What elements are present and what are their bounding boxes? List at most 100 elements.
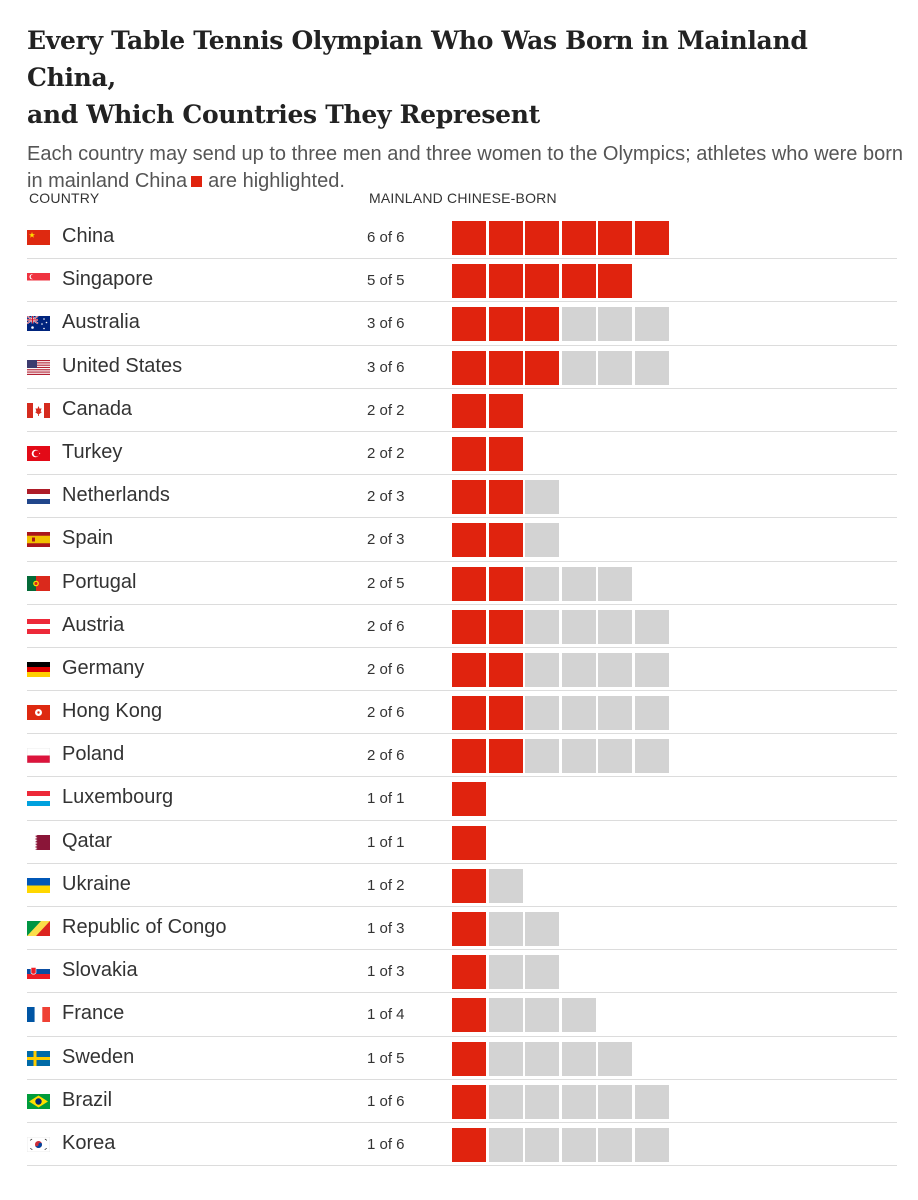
country-row-hong-kong: Hong Kong 2 of 6 (27, 691, 897, 735)
other-athlete-box (561, 696, 596, 731)
count-label: 1 of 3 (367, 963, 405, 981)
mainland-born-athlete-box (452, 393, 486, 428)
other-athlete-box (525, 523, 560, 558)
country-name: China (62, 225, 115, 247)
mainland-born-athlete-box (488, 480, 523, 515)
mainland-born-athlete-box (488, 350, 523, 385)
mainland-born-athlete-box (525, 350, 560, 385)
other-athlete-box (525, 1084, 560, 1119)
chart-title: Every Table Tennis Olympian Who Was Born… (27, 22, 897, 133)
other-athlete-box (635, 350, 669, 385)
chart-subtitle: Each country may send up to three men an… (27, 141, 907, 195)
france-flag-icon (27, 1007, 50, 1023)
slovakia-flag-icon (27, 964, 50, 980)
chart-rows: China 6 of 6 Singapore 5 of 5 Australia 3 of … (26, 216, 897, 1167)
mainland-born-athlete-box (488, 307, 523, 342)
country-row-france: France 1 of 4 (27, 993, 897, 1037)
mainland-born-athlete-box (452, 955, 486, 990)
country-name: Hong Kong (62, 700, 163, 723)
country-name: Luxembourg (62, 786, 174, 809)
mainland-born-athlete-box (452, 825, 486, 860)
brazil-flag-icon (27, 1093, 50, 1109)
mainland-born-athlete-box (561, 221, 596, 255)
mainland-born-athlete-box (525, 264, 560, 299)
column-headers: COUNTRY MAINLAND CHINESE-BORN (27, 190, 897, 208)
other-athlete-box (598, 609, 633, 644)
count-label: 2 of 5 (367, 574, 405, 592)
ukraine-flag-icon (27, 877, 50, 893)
country-row-slovakia: Slovakia 1 of 3 (27, 950, 897, 994)
country-column-header: COUNTRY (29, 190, 100, 206)
mainland-born-athlete-box (635, 221, 669, 255)
country-row-poland: Poland 2 of 6 (26, 734, 897, 778)
country-row-netherlands: Netherlands 2 of 3 (27, 475, 897, 519)
mainland-born-athlete-box (452, 782, 486, 817)
highlight-swatch (191, 176, 203, 187)
country-name: Republic of Congo (62, 916, 227, 938)
count-label: 1 of 2 (367, 876, 405, 894)
country-name: Sweden (62, 1045, 135, 1068)
qatar-flag-icon (27, 834, 50, 850)
chart-header: Every Table Tennis Olympian Who Was Born… (27, 22, 903, 195)
title-line-2: and Which Countries They Represent (27, 100, 540, 129)
other-athlete-box (561, 739, 596, 774)
other-athlete-box (635, 739, 669, 774)
count-label: 1 of 1 (367, 790, 405, 808)
country-name: Australia (62, 311, 140, 334)
mainland-born-athlete-box (488, 652, 523, 687)
country-row-korea: Korea 1 of 6 (26, 1123, 897, 1167)
country-name: Slovakia (62, 959, 138, 982)
other-athlete-box (561, 350, 596, 385)
count-label: 2 of 6 (367, 747, 405, 765)
singapore-flag-icon (27, 273, 50, 289)
other-athlete-box (525, 998, 560, 1033)
count-label: 3 of 6 (367, 358, 405, 376)
count-label: 3 of 6 (367, 315, 405, 333)
other-athlete-box (525, 480, 560, 515)
country-row-austria: Austria 2 of 6 (27, 605, 897, 648)
mainland-born-athlete-box (488, 436, 523, 471)
mainland-born-athlete-box (452, 436, 486, 471)
other-athlete-box (635, 1084, 669, 1119)
mainland-born-athlete-box (488, 739, 523, 774)
other-athlete-box (561, 998, 596, 1033)
count-label: 2 of 6 (367, 660, 405, 678)
count-label: 2 of 3 (367, 488, 405, 506)
luxembourg-flag-icon (27, 791, 50, 807)
mainland-born-athlete-box (452, 307, 486, 342)
country-row-singapore: Singapore 5 of 5 (27, 259, 897, 303)
australia-flag-icon (26, 315, 50, 332)
germany-flag-icon (27, 661, 50, 677)
other-athlete-box (488, 1084, 523, 1119)
other-athlete-box (598, 350, 633, 385)
mainland-born-athlete-box (452, 221, 486, 255)
country-name: Germany (62, 656, 145, 679)
mainland-born-athlete-box (525, 221, 560, 255)
other-athlete-box (488, 868, 523, 903)
count-label: 2 of 2 (367, 444, 405, 462)
netherlands-flag-icon (27, 489, 50, 505)
canada-flag-icon (27, 402, 50, 418)
mainland-born-athlete-box (452, 739, 486, 774)
mainland-born-athlete-box (452, 523, 486, 558)
subtitle-text: Each country may send up to three men an… (27, 143, 904, 192)
count-label: 6 of 6 (367, 229, 405, 246)
country-row-australia: Australia 3 of 6 (26, 302, 897, 346)
country-row-brazil: Brazil 1 of 6 (27, 1080, 897, 1123)
other-athlete-box (598, 739, 633, 774)
mainland-born-athlete-box (598, 221, 633, 255)
other-athlete-box (561, 1041, 596, 1076)
mainland-born-athlete-box (452, 1041, 486, 1076)
count-label: 1 of 6 (367, 1092, 405, 1110)
country-name: Singapore (62, 268, 154, 291)
mainland-born-athlete-box (488, 609, 523, 644)
country-name: Ukraine (62, 872, 131, 895)
count-label: 2 of 2 (367, 401, 405, 419)
poland-flag-icon (26, 748, 51, 764)
mainland-born-athlete-box (598, 264, 633, 299)
sweden-flag-icon (27, 1050, 50, 1066)
country-row-spain: Spain 2 of 3 (27, 518, 897, 562)
other-athlete-box (598, 1127, 633, 1162)
country-row-republic-of-congo: Republic of Congo 1 of 3 (27, 907, 897, 951)
mainland-born-athlete-box (452, 609, 486, 644)
